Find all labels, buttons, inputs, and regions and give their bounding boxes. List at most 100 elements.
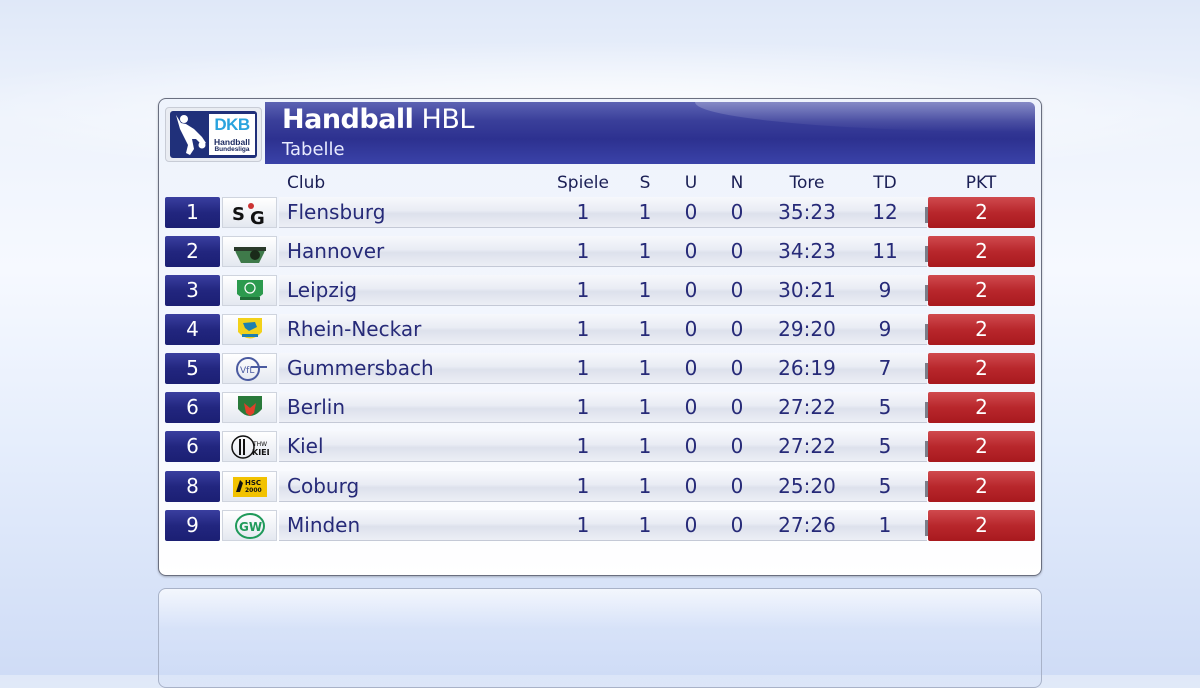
row-bar xyxy=(279,471,927,502)
svg-text:S: S xyxy=(232,204,245,225)
title-bold: Handball xyxy=(282,104,414,135)
row-bar xyxy=(279,236,927,267)
pkt-divider xyxy=(925,520,928,536)
club-crest: THW KIEL xyxy=(222,431,277,462)
spiele-value: 1 xyxy=(576,356,590,380)
spiele-value: 1 xyxy=(576,278,590,302)
row-bar xyxy=(279,392,927,423)
tore-value: 26:19 xyxy=(778,356,836,380)
s-value: 1 xyxy=(638,513,652,537)
s-value: 1 xyxy=(638,278,652,302)
s-value: 1 xyxy=(638,317,652,341)
title-light: HBL xyxy=(421,104,475,135)
club-name: Coburg xyxy=(287,474,360,498)
club-name: Kiel xyxy=(287,434,324,458)
rank-cell: 4 xyxy=(165,314,220,345)
td-value: 5 xyxy=(878,395,892,419)
table-row: 6 THW KIEL Kiel 1 1 0 0 27:22 5 2 xyxy=(165,431,1035,462)
u-value: 0 xyxy=(684,395,698,419)
table-row: 2 Hannover 1 1 0 0 34:23 11 2 xyxy=(165,236,1035,267)
table-row: 5 VfL Gummersbach 1 1 0 0 26:19 7 2 xyxy=(165,353,1035,384)
club-crest: HSC 2000 xyxy=(222,471,277,502)
recken-crest-icon xyxy=(234,247,266,263)
pkt-value: 2 xyxy=(928,275,1035,306)
u-value: 0 xyxy=(684,434,698,458)
row-bar xyxy=(279,510,927,541)
col-header-n: N xyxy=(730,173,744,193)
s-value: 1 xyxy=(638,356,652,380)
n-value: 0 xyxy=(730,434,744,458)
s-value: 1 xyxy=(638,239,652,263)
rank-cell: 6 xyxy=(165,392,220,423)
td-value: 7 xyxy=(878,356,892,380)
n-value: 0 xyxy=(730,513,744,537)
spiele-value: 1 xyxy=(576,513,590,537)
n-value: 0 xyxy=(730,356,744,380)
col-header-tore: Tore xyxy=(789,173,825,193)
u-value: 0 xyxy=(684,513,698,537)
pkt-value: 2 xyxy=(928,197,1035,228)
sg-crest-icon: S G xyxy=(232,203,265,226)
table-row: 4 Rhein-Neckar 1 1 0 0 29:20 9 2 xyxy=(165,314,1035,345)
logo-line2: Bundesliga xyxy=(214,146,250,153)
u-value: 0 xyxy=(684,278,698,302)
tore-value: 35:23 xyxy=(778,200,836,224)
row-bar xyxy=(279,197,927,228)
n-value: 0 xyxy=(730,474,744,498)
rank-cell: 2 xyxy=(165,236,220,267)
club-name: Rhein-Neckar xyxy=(287,317,422,341)
vfl-crest-icon: VfL xyxy=(236,357,267,381)
td-value: 5 xyxy=(878,474,892,498)
svg-text:THW: THW xyxy=(252,441,267,448)
handball-player-icon xyxy=(176,115,206,155)
page-title: Handball HBL xyxy=(282,104,474,135)
row-bar xyxy=(279,353,927,384)
logo-line1: Handball xyxy=(214,137,250,147)
svg-text:2000: 2000 xyxy=(245,487,262,494)
n-value: 0 xyxy=(730,200,744,224)
n-value: 0 xyxy=(730,278,744,302)
td-value: 9 xyxy=(878,278,892,302)
fuechse-crest-icon xyxy=(238,396,262,416)
rank-cell: 8 xyxy=(165,471,220,502)
tore-value: 30:21 xyxy=(778,278,836,302)
row-bar xyxy=(279,275,927,306)
s-value: 1 xyxy=(638,200,652,224)
col-header-club: Club xyxy=(287,173,326,193)
pkt-value: 2 xyxy=(928,431,1035,462)
logo-brand: DKB xyxy=(214,115,250,134)
hsc-crest-icon: HSC 2000 xyxy=(233,477,267,497)
tore-value: 29:20 xyxy=(778,317,836,341)
col-header-pkt: PKT xyxy=(965,173,997,193)
tore-value: 25:20 xyxy=(778,474,836,498)
spiele-value: 1 xyxy=(576,239,590,263)
td-value: 12 xyxy=(872,200,898,224)
tore-value: 27:22 xyxy=(778,395,836,419)
pkt-divider xyxy=(925,481,928,497)
table-row: 8 HSC 2000 Coburg 1 1 0 0 25:20 5 2 xyxy=(165,471,1035,502)
spiele-value: 1 xyxy=(576,395,590,419)
pkt-divider xyxy=(925,363,928,379)
pkt-divider xyxy=(925,402,928,418)
club-crest: GW xyxy=(222,510,277,541)
pkt-value: 2 xyxy=(928,392,1035,423)
s-value: 1 xyxy=(638,474,652,498)
club-name: Gummersbach xyxy=(287,356,434,380)
rank-cell: 9 xyxy=(165,510,220,541)
svg-text:VfL: VfL xyxy=(240,366,254,376)
header-bar xyxy=(265,102,1035,164)
pkt-value: 2 xyxy=(928,236,1035,267)
col-header-spiele: Spiele xyxy=(557,173,609,193)
tore-value: 27:26 xyxy=(778,513,836,537)
dhfk-crest-icon xyxy=(237,280,263,300)
spiele-value: 1 xyxy=(576,474,590,498)
pkt-value: 2 xyxy=(928,510,1035,541)
pkt-value: 2 xyxy=(928,314,1035,345)
row-bar xyxy=(279,314,927,345)
row-bar xyxy=(279,431,927,462)
pkt-divider xyxy=(925,285,928,301)
col-header-u: U xyxy=(684,173,698,193)
loewen-crest-icon xyxy=(238,318,262,339)
club-crest xyxy=(222,314,277,345)
table-row: 1 S G Flensburg 1 1 0 0 35:23 12 2 xyxy=(165,197,1035,228)
